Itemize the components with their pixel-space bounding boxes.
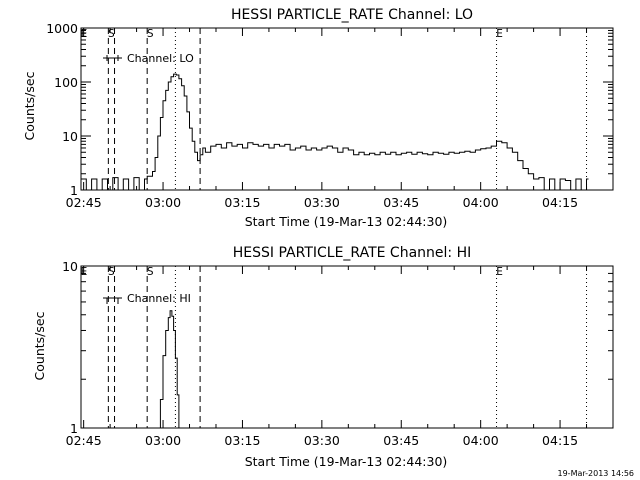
series-line bbox=[159, 310, 181, 429]
series-line bbox=[81, 73, 589, 191]
y-tick-label: 10 bbox=[62, 259, 78, 274]
x-tick-label: 02:45 bbox=[66, 433, 102, 448]
x-tick-label: 03:30 bbox=[304, 195, 340, 210]
event-marker-label: S bbox=[108, 266, 115, 278]
event-marker-label: E bbox=[496, 266, 503, 278]
y-tick-label: 1000 bbox=[46, 21, 78, 36]
x-tick-label: 03:15 bbox=[224, 433, 260, 448]
event-marker-label: E bbox=[81, 28, 88, 40]
x-tick-label: 04:15 bbox=[542, 195, 578, 210]
y-tick-label: 1 bbox=[70, 421, 78, 436]
plot-hi-ticks: 02:45 03:00 03:15 03:30 03:45 04:00 04:15 1 10 bbox=[62, 259, 613, 448]
y-tick-label: 10 bbox=[62, 129, 78, 144]
event-marker-label: E bbox=[496, 28, 503, 40]
event-marker-label: S bbox=[147, 28, 154, 40]
plot-hi-xlabel: Start Time (19-Mar-13 02:44:30) bbox=[245, 454, 448, 469]
plot-hi-series bbox=[159, 310, 181, 429]
x-tick-label: 03:00 bbox=[145, 195, 181, 210]
plot-lo-series bbox=[81, 73, 589, 191]
x-tick-label: 04:00 bbox=[463, 433, 499, 448]
event-marker-label: S bbox=[147, 266, 154, 278]
plot-lo-legend: Channel: LO bbox=[103, 52, 194, 65]
x-tick-label: 03:45 bbox=[383, 433, 419, 448]
plot-lo-frame bbox=[80, 27, 614, 191]
plot-lo-ticks: 02:45 03:00 03:15 03:30 03:45 04:00 04:15 1 10 10… bbox=[46, 21, 613, 210]
x-tick-label: 03:15 bbox=[224, 195, 260, 210]
y-tick-label: 100 bbox=[54, 75, 78, 90]
event-marker-label: E bbox=[81, 266, 88, 278]
plot-lo: HESSI PARTICLE_RATE Channel: LO Counts/s… bbox=[22, 7, 614, 229]
plot-lo-legend-text: Channel: LO bbox=[127, 52, 194, 65]
x-tick-label: 03:30 bbox=[304, 433, 340, 448]
plot-hi-frame bbox=[80, 265, 614, 429]
x-tick-label: 04:15 bbox=[542, 433, 578, 448]
plot-lo-ylabel: Counts/sec bbox=[22, 71, 37, 140]
x-tick-label: 03:45 bbox=[383, 195, 419, 210]
event-marker-label: S bbox=[108, 28, 115, 40]
x-tick-label: 03:00 bbox=[145, 433, 181, 448]
plot-hi-title: HESSI PARTICLE_RATE Channel: HI bbox=[233, 245, 471, 261]
plot-hi: HESSI PARTICLE_RATE Channel: HI Counts/s… bbox=[32, 245, 614, 469]
plot-hi-legend: Channel: HI bbox=[103, 292, 191, 305]
plot-hi-ylabel: Counts/sec bbox=[32, 311, 47, 380]
x-tick-label: 02:45 bbox=[66, 195, 102, 210]
x-tick-label: 04:00 bbox=[463, 195, 499, 210]
plot-hi-legend-text: Channel: HI bbox=[127, 292, 191, 305]
timestamp: 19-Mar-2013 14:56 bbox=[557, 469, 635, 478]
plot-lo-xlabel: Start Time (19-Mar-13 02:44:30) bbox=[245, 214, 448, 229]
y-tick-label: 1 bbox=[70, 183, 78, 198]
plot-lo-title: HESSI PARTICLE_RATE Channel: LO bbox=[231, 7, 473, 23]
